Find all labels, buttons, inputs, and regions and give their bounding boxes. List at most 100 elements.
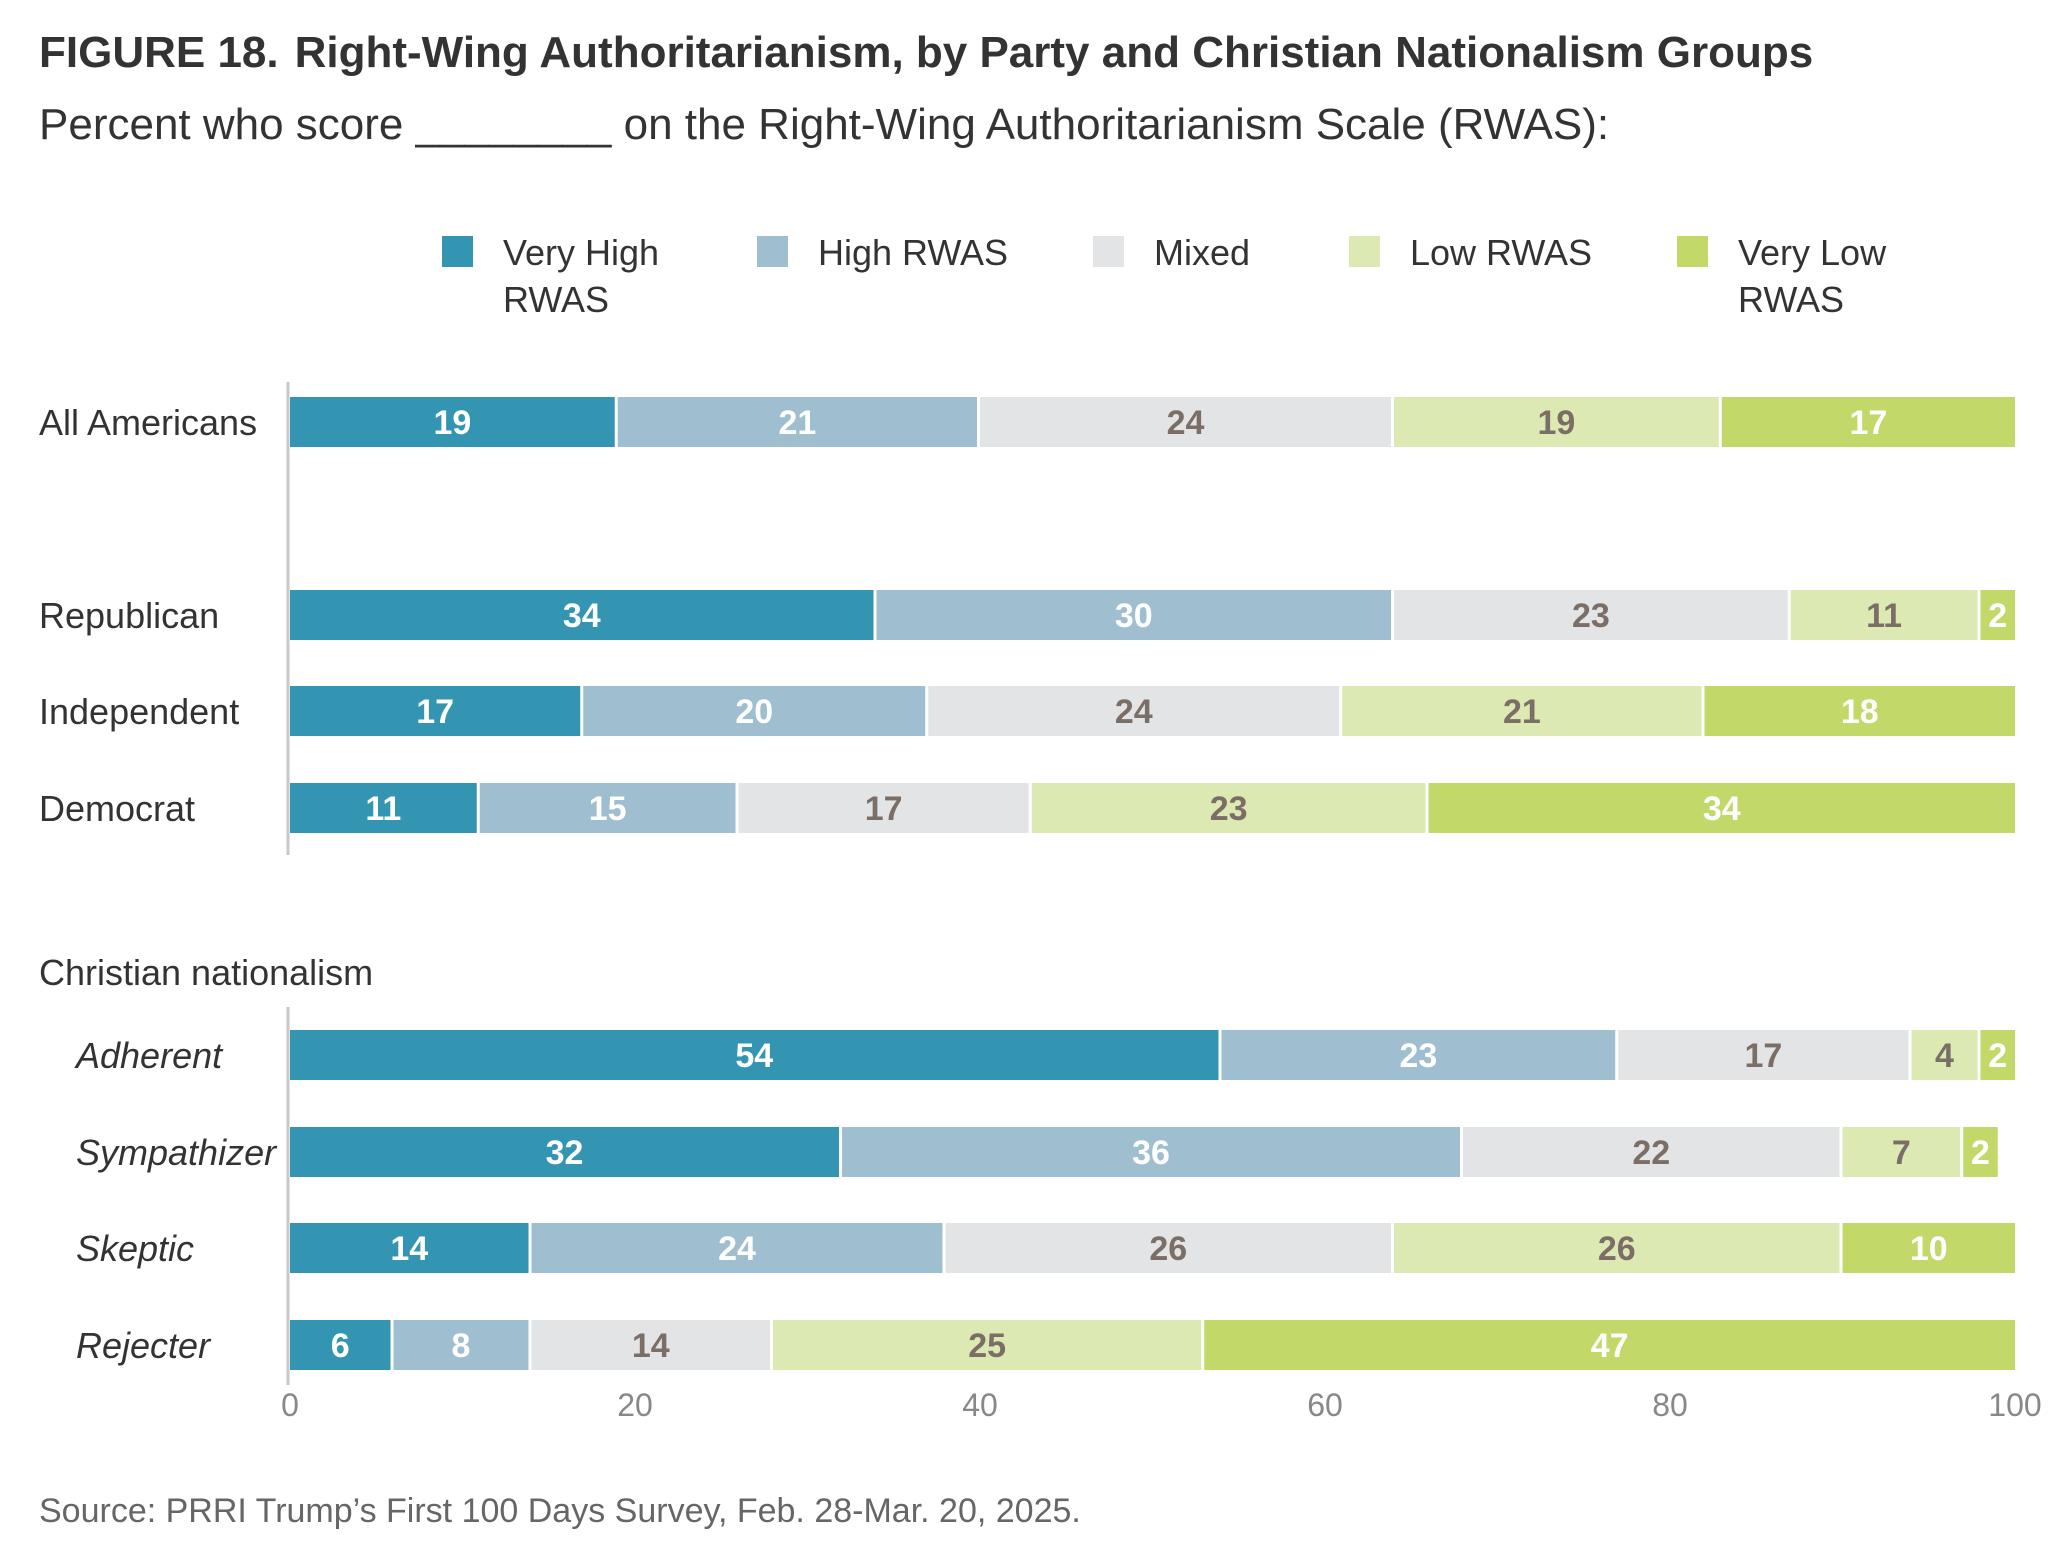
- bar-all-americans-very-low-rwas: [1721, 397, 2015, 447]
- data-label-all-americans-very-high-rwas: 19: [433, 404, 471, 442]
- bar-democrat-mixed: [738, 783, 1029, 833]
- data-label-republican-high-rwas: 30: [1115, 597, 1153, 635]
- bar-adherent-very-high-rwas: [290, 1030, 1219, 1080]
- legend-swatch-high-rwas: [757, 236, 788, 267]
- bar-independent-mixed: [928, 686, 1340, 736]
- data-label-sympathizer-high-rwas: 36: [1132, 1134, 1170, 1172]
- bar-adherent-high-rwas: [1221, 1030, 1616, 1080]
- data-label-sympathizer-very-high-rwas: 32: [546, 1134, 584, 1172]
- data-label-independent-high-rwas: 20: [735, 693, 773, 731]
- bar-democrat-very-high-rwas: [290, 783, 477, 833]
- data-label-republican-very-low-rwas: 2: [1988, 597, 2007, 635]
- bar-skeptic-very-high-rwas: [290, 1223, 529, 1273]
- data-label-sympathizer-very-low-rwas: 2: [1971, 1134, 1990, 1172]
- data-label-rejecter-mixed: 14: [632, 1327, 670, 1365]
- bar-rejecter-mixed: [531, 1320, 770, 1370]
- bar-democrat-very-low-rwas: [1428, 783, 2015, 833]
- bar-independent-high-rwas: [583, 686, 926, 736]
- legend-label-very-high-rwas: Very High RWAS: [503, 232, 659, 320]
- data-label-adherent-very-high-rwas: 54: [735, 1037, 773, 1075]
- legend-label-high-rwas: High RWAS: [818, 232, 1008, 273]
- bar-sympathizer-low-rwas: [1842, 1127, 1961, 1177]
- data-label-skeptic-very-low-rwas: 10: [1910, 1230, 1948, 1268]
- bar-skeptic-low-rwas: [1394, 1223, 1840, 1273]
- figure-number: FIGURE 18.: [39, 28, 279, 77]
- data-label-republican-mixed: 23: [1572, 597, 1610, 635]
- row-label-independent: Independent: [39, 691, 239, 732]
- bar-independent-low-rwas: [1342, 686, 1702, 736]
- bar-republican-mixed: [1394, 590, 1788, 640]
- chart-subtitle: Percent who score ________ on the Right-…: [39, 100, 1610, 149]
- bar-republican-low-rwas: [1790, 590, 1978, 640]
- bar-rejecter-low-rwas: [773, 1320, 1202, 1370]
- bar-adherent-mixed: [1618, 1030, 1909, 1080]
- bar-sympathizer-very-low-rwas: [1963, 1127, 1998, 1177]
- bar-democrat-high-rwas: [479, 783, 736, 833]
- legend-label-very-low-rwas: Very Low RWAS: [1738, 232, 1887, 320]
- bar-independent-very-low-rwas: [1704, 686, 2015, 736]
- bar-democrat-low-rwas: [1031, 783, 1426, 833]
- figure-title: Right-Wing Authoritarianism, by Party an…: [294, 28, 1814, 77]
- bar-rejecter-high-rwas: [393, 1320, 529, 1370]
- data-label-democrat-high-rwas: 15: [589, 790, 627, 828]
- source-note: Source: PRRI Trump’s First 100 Days Surv…: [39, 1492, 1081, 1530]
- bar-skeptic-very-low-rwas: [1842, 1223, 2015, 1273]
- bar-all-americans-high-rwas: [617, 397, 977, 447]
- data-label-democrat-mixed: 17: [865, 790, 903, 828]
- legend-swatch-mixed: [1093, 236, 1124, 267]
- data-label-rejecter-high-rwas: 8: [452, 1327, 471, 1365]
- data-label-rejecter-very-low-rwas: 47: [1591, 1327, 1629, 1365]
- x-tick-label-100: 100: [1988, 1387, 2041, 1423]
- data-label-rejecter-very-high-rwas: 6: [331, 1327, 350, 1365]
- legend-label-low-rwas: Low RWAS: [1410, 232, 1592, 273]
- data-label-independent-low-rwas: 21: [1503, 693, 1541, 731]
- x-tick-label-80: 80: [1652, 1387, 1688, 1423]
- bar-all-americans-very-high-rwas: [290, 397, 615, 447]
- bar-independent-very-high-rwas: [290, 686, 581, 736]
- data-label-democrat-very-high-rwas: 11: [365, 790, 401, 828]
- x-tick-label-40: 40: [962, 1387, 998, 1423]
- data-label-independent-very-low-rwas: 18: [1841, 693, 1879, 731]
- bar-all-americans-mixed: [980, 397, 1391, 447]
- bar-republican-very-low-rwas: [1980, 590, 2015, 640]
- data-label-republican-very-high-rwas: 34: [563, 597, 601, 635]
- row-label-republican: Republican: [39, 595, 219, 636]
- bar-adherent-low-rwas: [1911, 1030, 1978, 1080]
- row-label-skeptic: Skeptic: [76, 1228, 194, 1269]
- data-label-skeptic-high-rwas: 24: [718, 1230, 756, 1268]
- legend-label-mixed: Mixed: [1154, 232, 1250, 273]
- data-label-independent-mixed: 24: [1115, 693, 1153, 731]
- x-tick-label-20: 20: [617, 1387, 653, 1423]
- bar-sympathizer-very-high-rwas: [290, 1127, 839, 1177]
- bar-rejecter-very-low-rwas: [1204, 1320, 2015, 1370]
- data-label-republican-low-rwas: 11: [1866, 597, 1902, 635]
- data-label-adherent-very-low-rwas: 2: [1988, 1037, 2007, 1075]
- data-label-skeptic-mixed: 26: [1149, 1230, 1187, 1268]
- x-tick-label-0: 0: [281, 1387, 299, 1423]
- x-tick-label-60: 60: [1307, 1387, 1343, 1423]
- bar-sympathizer-mixed: [1463, 1127, 1840, 1177]
- chart-title: FIGURE 18. Right-Wing Authoritarianism, b…: [39, 28, 1813, 78]
- data-label-adherent-mixed: 17: [1744, 1037, 1782, 1075]
- data-label-democrat-very-low-rwas: 34: [1703, 790, 1741, 828]
- group-label-christian-nationalism: Christian nationalism: [39, 952, 373, 993]
- legend-swatch-very-low-rwas: [1677, 236, 1708, 267]
- bar-republican-high-rwas: [876, 590, 1391, 640]
- legend-swatch-very-high-rwas: [442, 236, 473, 267]
- data-label-adherent-high-rwas: 23: [1399, 1037, 1437, 1075]
- data-label-skeptic-low-rwas: 26: [1598, 1230, 1636, 1268]
- data-label-all-americans-very-low-rwas: 17: [1849, 404, 1887, 442]
- data-label-all-americans-high-rwas: 21: [778, 404, 816, 442]
- legend-swatch-low-rwas: [1349, 236, 1380, 267]
- data-label-sympathizer-low-rwas: 7: [1892, 1134, 1911, 1172]
- bar-all-americans-low-rwas: [1394, 397, 1719, 447]
- bar-skeptic-high-rwas: [531, 1223, 943, 1273]
- data-label-independent-very-high-rwas: 17: [416, 693, 454, 731]
- row-label-adherent: Adherent: [74, 1035, 224, 1076]
- row-label-all-americans: All Americans: [39, 402, 257, 443]
- data-label-all-americans-mixed: 24: [1167, 404, 1205, 442]
- data-label-adherent-low-rwas: 4: [1935, 1037, 1954, 1075]
- data-label-sympathizer-mixed: 22: [1632, 1134, 1670, 1172]
- bar-sympathizer-high-rwas: [842, 1127, 1460, 1177]
